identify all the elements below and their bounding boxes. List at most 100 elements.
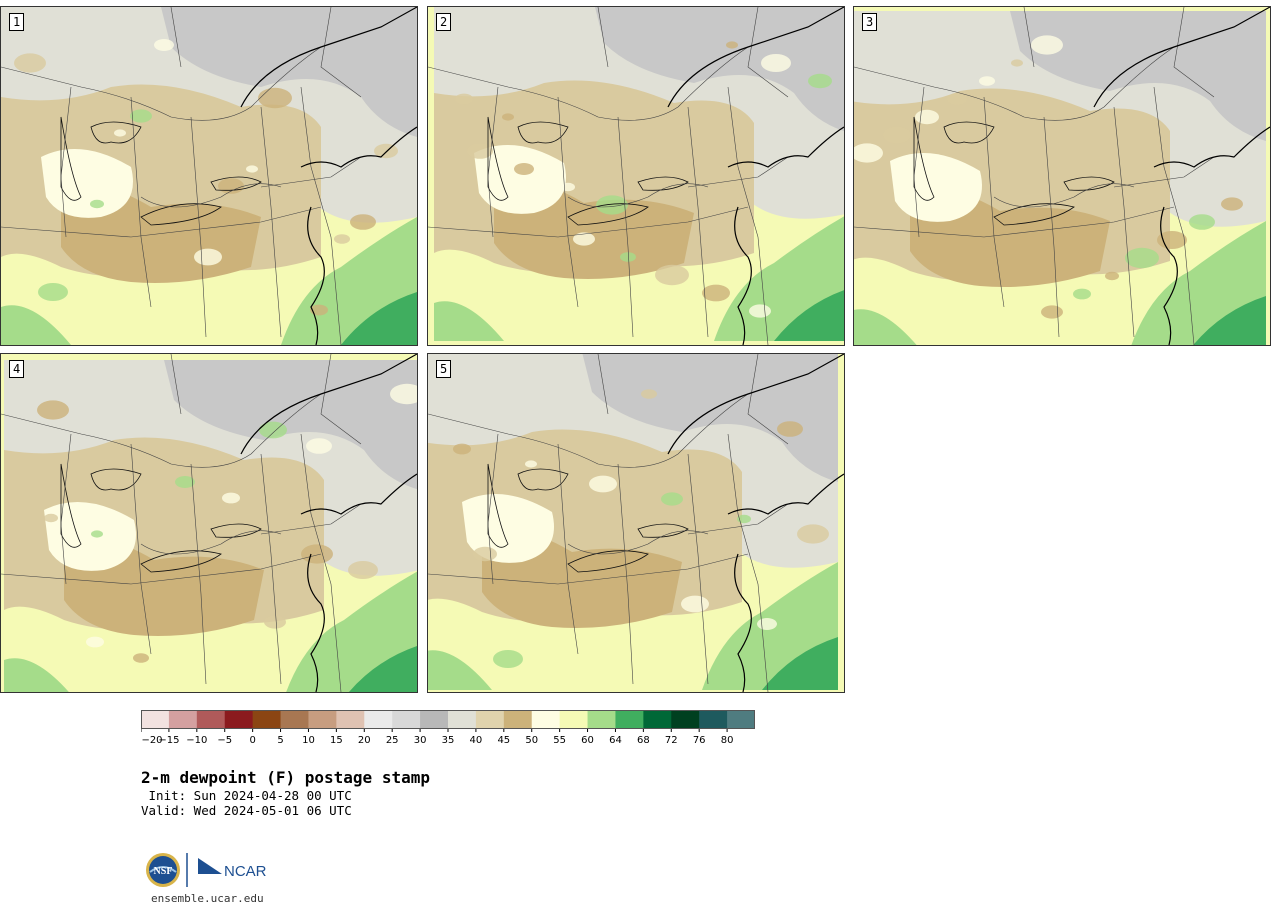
field-patch (473, 546, 497, 562)
lake-outline (90, 121, 142, 144)
map-panel-4: 4 (0, 353, 418, 693)
field-patch (306, 438, 332, 454)
field-patch (797, 524, 829, 544)
colorbar-swatch (224, 710, 254, 729)
field-patch (217, 598, 241, 614)
lake-outline (487, 463, 509, 548)
panel-label-3: 3 (862, 13, 878, 31)
lake-outline (60, 463, 82, 548)
state-boundary (1, 46, 322, 121)
region-fill-cream (462, 494, 554, 563)
colorbar-tick-label: 68 (637, 735, 650, 746)
panel-label-5: 5 (436, 360, 452, 378)
lake-outline (517, 468, 569, 491)
colorbar-tick-label: 50 (525, 735, 538, 746)
colorbar-tick-label: −15 (158, 735, 179, 746)
state-boundary (617, 116, 634, 338)
state-boundary (567, 530, 709, 555)
field-patch (596, 195, 628, 215)
field-patch (545, 563, 563, 575)
colorbar-swatch (141, 710, 170, 729)
field-patch (350, 214, 376, 230)
coastline (667, 7, 844, 345)
region-fill-cream (44, 502, 136, 571)
state-boundary (1, 553, 322, 585)
lake-outline (517, 121, 569, 144)
lake-outline (487, 116, 509, 201)
region-fill-lgreen-west (428, 650, 492, 690)
region-fill-lgreen-west (854, 309, 917, 345)
map-panel-5: 5 (427, 353, 845, 693)
field-patch (1011, 59, 1023, 67)
state-boundary (190, 463, 207, 685)
colorbar-swatch (448, 710, 477, 729)
state-boundary (993, 183, 1135, 208)
field-patch (620, 252, 636, 262)
colorbar-tick-label: 40 (470, 735, 483, 746)
colorbar-tick-label: 80 (721, 735, 734, 746)
field-patch (114, 129, 126, 137)
colorbar-swatch (475, 710, 505, 729)
lake-outline (140, 203, 222, 226)
colorbar-swatch (671, 710, 700, 729)
product-title: 2-m dewpoint (F) postage stamp (141, 768, 430, 787)
field-patch (915, 109, 939, 125)
field-patch (194, 248, 222, 266)
state-boundary (617, 463, 634, 685)
state-boundary (300, 86, 342, 345)
field-patch (246, 165, 258, 173)
state-boundary (983, 96, 1005, 308)
field-patch (655, 264, 689, 286)
lake-outline (60, 116, 82, 201)
map-3 (854, 7, 1270, 345)
colorbar: −20−15 −10 −5 0 5 10 15 20 25 30 35 40 45 50 55 60 64 68 7… (141, 710, 755, 746)
colorbar-tick-label: 45 (497, 735, 510, 746)
field-patch (301, 544, 333, 564)
field-patch (777, 421, 803, 437)
ncar-logo-text: NCAR (224, 863, 267, 880)
colorbar-swatch (308, 710, 337, 729)
colorbar-swatch (643, 710, 672, 729)
field-patch (761, 54, 791, 72)
colorbar-swatch (615, 710, 644, 729)
state-boundary (320, 7, 362, 98)
coastline (240, 354, 417, 692)
field-patch (589, 475, 617, 493)
colorbar-tick-label: 5 (277, 735, 283, 746)
lake-outline (993, 203, 1075, 226)
valid-time: Valid: Wed 2024-05-01 06 UTC (141, 803, 352, 818)
state-boundary (428, 206, 749, 238)
colorbar-swatch (168, 710, 198, 729)
colorbar-swatch (196, 710, 226, 729)
field-patch (310, 304, 328, 316)
lake-outline (140, 550, 222, 573)
region-fill-green (774, 290, 844, 341)
field-patch (561, 182, 575, 192)
state-boundary (487, 86, 499, 238)
state-boundary (487, 433, 499, 585)
colorbar-tick-label: 76 (693, 735, 706, 746)
field-patch (455, 93, 473, 105)
lake-outline (637, 176, 689, 191)
map-2 (428, 7, 844, 345)
state-boundary (190, 116, 207, 338)
field-patch (91, 530, 103, 538)
state-boundary (747, 7, 789, 98)
field-patch (641, 389, 657, 399)
field-patch (525, 460, 537, 468)
field-patch (154, 39, 174, 51)
field-patch (609, 578, 643, 600)
field-patch (1073, 288, 1091, 300)
nsf-logo: NSF (146, 853, 180, 887)
state-boundary (428, 393, 749, 468)
coastline (1093, 7, 1270, 345)
region-fill-green (762, 637, 838, 690)
state-boundary (727, 433, 769, 692)
map-panel-1: 1 (0, 6, 418, 346)
field-patch (493, 650, 523, 668)
colorbar-swatch (336, 710, 365, 729)
field-patch (334, 234, 350, 244)
field-patch (37, 400, 69, 420)
colorbar-tick-label: 15 (330, 735, 343, 746)
field-patch (808, 73, 832, 89)
